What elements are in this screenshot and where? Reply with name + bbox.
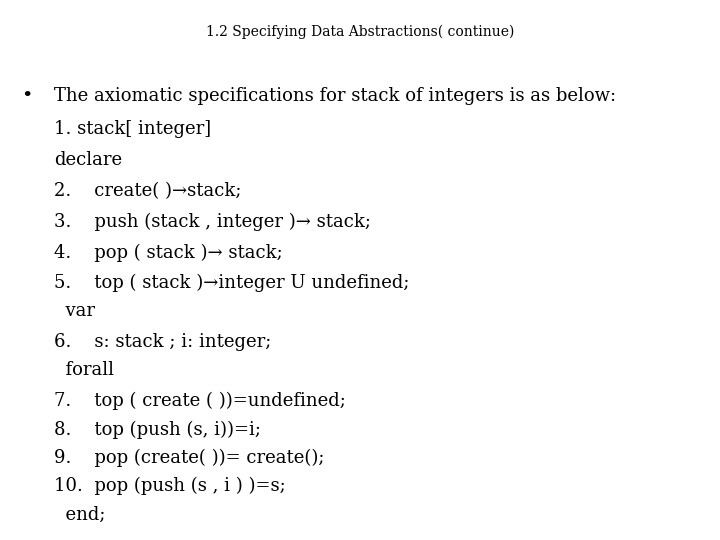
- Text: The axiomatic specifications for stack of integers is as below:: The axiomatic specifications for stack o…: [54, 87, 616, 105]
- Text: 6.    s: stack ; i: integer;: 6. s: stack ; i: integer;: [54, 333, 271, 351]
- Text: 3.    push (stack , integer )→ stack;: 3. push (stack , integer )→ stack;: [54, 213, 371, 231]
- Text: declare: declare: [54, 151, 122, 169]
- Text: 10.  pop (push (s , i ) )=s;: 10. pop (push (s , i ) )=s;: [54, 477, 286, 496]
- Text: •: •: [22, 87, 33, 105]
- Text: 1.2 Specifying Data Abstractions( continue): 1.2 Specifying Data Abstractions( contin…: [206, 24, 514, 39]
- Text: forall: forall: [54, 361, 114, 380]
- Text: end;: end;: [54, 505, 106, 524]
- Text: 7.    top ( create ( ))=undefined;: 7. top ( create ( ))=undefined;: [54, 392, 346, 410]
- Text: var: var: [54, 302, 95, 320]
- Text: 1. stack[ integer]: 1. stack[ integer]: [54, 120, 211, 138]
- Text: 8.    top (push (s, i))=i;: 8. top (push (s, i))=i;: [54, 421, 261, 439]
- Text: 5.    top ( stack )→integer U undefined;: 5. top ( stack )→integer U undefined;: [54, 274, 410, 292]
- Text: 4.    pop ( stack )→ stack;: 4. pop ( stack )→ stack;: [54, 244, 283, 261]
- Text: 2.    create( )→stack;: 2. create( )→stack;: [54, 182, 241, 200]
- Text: 9.    pop (create( ))= create();: 9. pop (create( ))= create();: [54, 449, 325, 467]
